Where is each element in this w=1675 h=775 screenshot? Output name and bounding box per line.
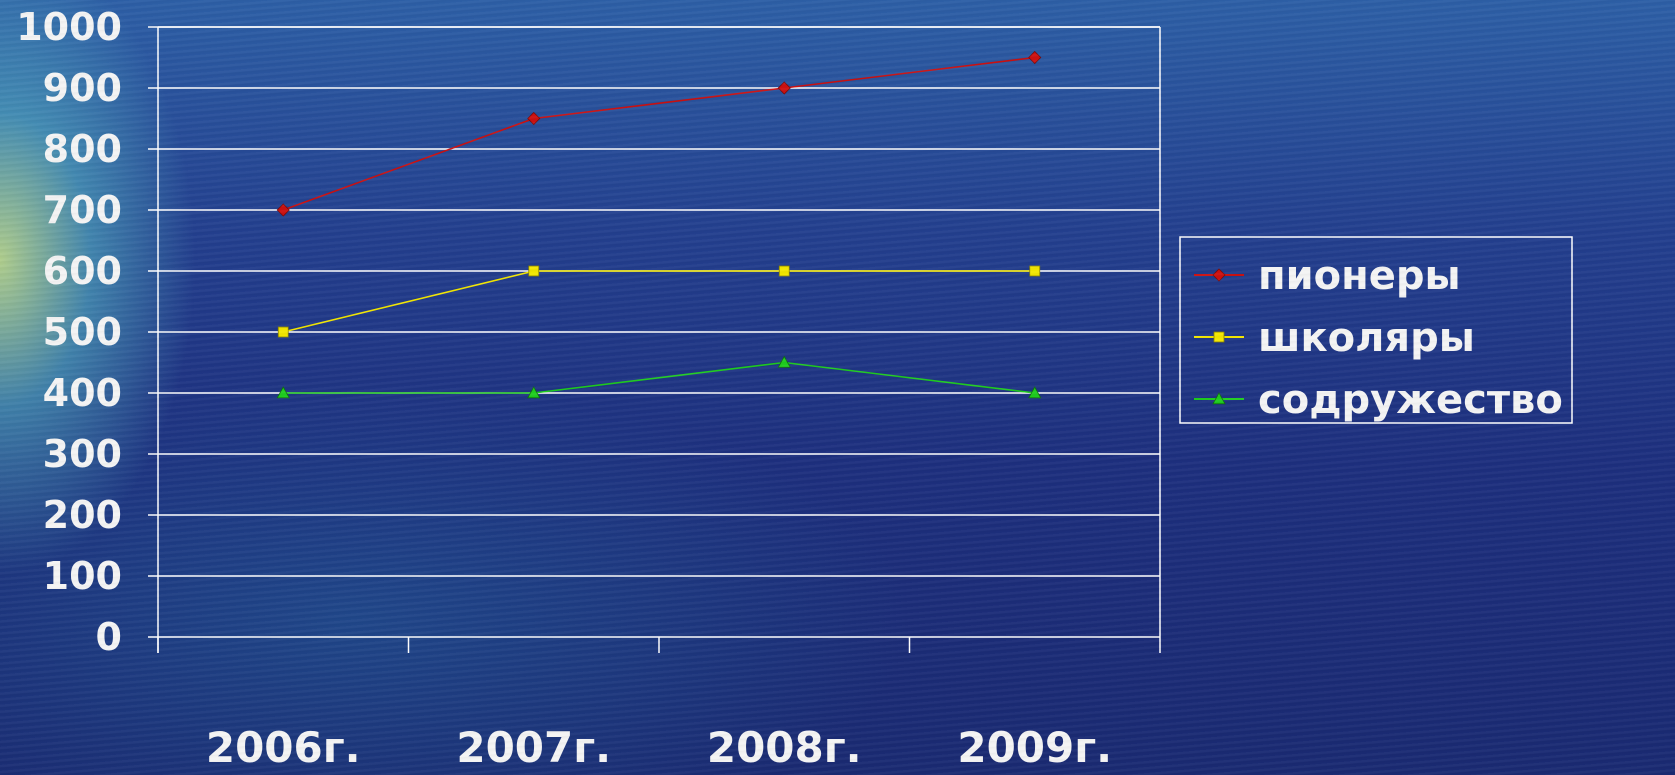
series-line-2 [283,270,1035,333]
x-tick-label: 2008г. [707,723,862,772]
x-tick-label: 2007г. [456,723,611,772]
data-point [527,111,541,126]
series-line-3 [283,361,1035,394]
legend: пионеры школяры содружество [1179,236,1573,424]
y-tick-label: 1000 [16,5,122,49]
y-tick-label: 800 [43,127,122,171]
data-point [778,265,790,277]
y-tick-label: 400 [43,371,122,415]
legend-marker [1212,392,1226,405]
legend-label: пионеры [1258,253,1461,299]
series-line-1 [282,56,1035,211]
data-point [528,265,540,277]
data-point [276,203,290,217]
y-tick-label: 100 [43,554,122,598]
legend-label: содружество [1258,377,1563,423]
y-tick-label: 700 [43,188,122,232]
y-tick-label: 900 [43,66,122,110]
data-point [777,355,791,368]
y-tick-label: 200 [43,493,122,537]
legend-marker [1212,268,1226,282]
data-point [1029,265,1041,277]
data-point [1028,50,1042,65]
data-point [277,326,289,338]
legend-marker [1213,331,1225,343]
legend-label: школяры [1258,315,1475,361]
data-point [1028,386,1042,399]
x-tick-label: 2006г. [206,723,361,772]
y-tick-label: 0 [96,615,122,659]
y-tick-label: 600 [43,249,122,293]
data-point [777,81,791,95]
y-tick-label: 500 [43,310,122,354]
plot-area: 0 100 200 300 400 500 600 700 800 900 1000 2006г. 20… [16,5,1161,772]
x-tick-label: 2009г. [957,723,1112,772]
legend-box [1179,236,1573,424]
y-tick-label: 300 [43,432,122,476]
data-point [527,386,541,399]
data-point [276,386,290,399]
